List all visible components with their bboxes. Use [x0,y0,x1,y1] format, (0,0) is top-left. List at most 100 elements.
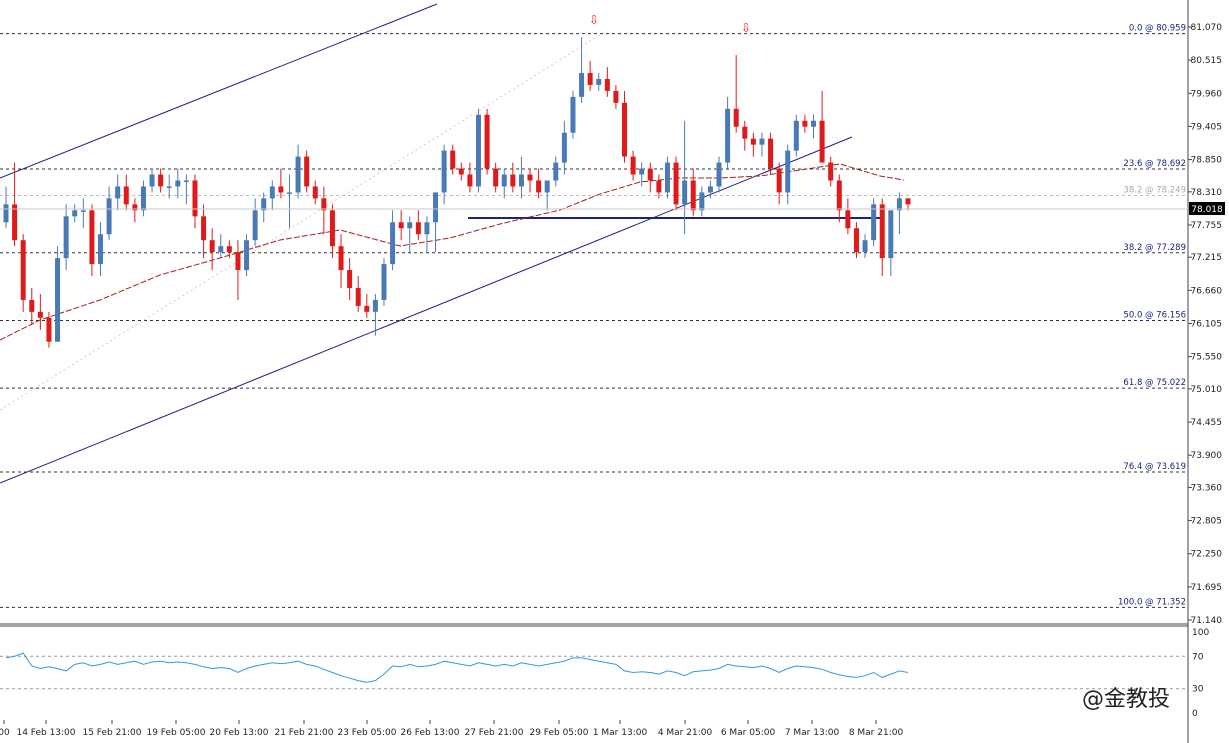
candle-body [768,138,774,169]
time-tick-label: 19 Feb 05:00 [146,728,205,738]
peak-arrow-icon: ⇩ [589,13,599,27]
candle-body [441,150,447,193]
candle-body [759,138,765,145]
candle-body [458,168,464,175]
candle-body [699,192,705,211]
time-tick-label: 21 Feb 21:00 [274,728,333,738]
fib-level-label: 100.0 @ 71.352 [1118,597,1186,607]
candle-body [192,180,198,217]
candle-body [682,180,688,205]
candle-body [673,162,679,205]
price-tick-label: 80.515 [1191,56,1223,66]
peak-markers: ⇩ ⇩ [589,13,751,35]
candle-body [55,258,61,342]
time-tick-label: 4 Mar 21:00 [658,728,713,738]
candle-body [776,168,782,193]
oscillator-level-label: 70 [1192,652,1204,662]
time-tick-label: 00 [0,728,10,738]
candle-body [364,305,370,312]
candle-body [407,222,413,229]
candle-body [639,168,645,175]
price-tick-label: 77.215 [1191,253,1223,263]
candle-body [561,132,567,163]
candle-body [836,180,842,211]
candle-body [312,186,318,199]
fib-level-label: 76.4 @ 73.619 [1123,462,1186,472]
candle-body [244,240,250,271]
candle-body [140,186,146,211]
fib-level-label: 23.6 @ 78.692 [1123,159,1186,169]
candle-body [845,210,851,229]
candle-body [29,299,35,312]
time-tick-label: 15 Feb 21:00 [82,728,141,738]
candle-body [450,150,456,169]
candle-body [304,156,310,187]
candle-body [158,174,164,187]
candle-body [132,204,138,211]
candle-body [828,162,834,181]
time-tick-label: 1 Mar 13:00 [593,728,648,738]
candle-body [742,126,748,139]
current-price-label: 78.018 [1191,205,1223,215]
candle-body [424,222,430,235]
current-price-tag: 78.018 [0,202,1225,215]
time-axis: 00 14 Feb 13:00 15 Feb 21:00 19 Feb 05:00 20… [0,720,903,738]
candle-body [871,204,877,241]
candle-body [295,156,301,193]
candle-body [218,246,224,253]
candle-body [390,222,396,265]
candle-body [811,120,817,127]
candle-body [398,222,404,229]
candle-body [896,198,902,211]
price-tick-label: 73.900 [1191,451,1223,461]
fib-level-label: 61.8 @ 75.022 [1123,378,1186,388]
watermark-text: @金教投 [1082,687,1170,712]
candle-body [269,186,275,199]
price-tick-label: 76.660 [1191,286,1223,296]
candle-body [372,299,378,312]
candle-body [37,311,43,318]
oscillator-line [5,652,909,683]
candle-body [286,192,292,194]
candle-body [879,204,885,259]
candle-body [596,78,602,85]
candle-body [793,120,799,151]
candle-body [785,150,791,193]
candle-body [501,174,507,187]
peak-arrow-icon: ⇩ [741,21,751,35]
candle-body [226,246,232,253]
price-tick-label: 75.550 [1191,353,1223,363]
candle-body [475,114,481,187]
candle-body [518,174,524,187]
candle-body [467,174,473,187]
candle-body [115,186,121,199]
price-tick-label: 72.805 [1191,517,1223,527]
candle-body [80,210,86,212]
price-tick-label: 72.250 [1191,550,1223,560]
time-tick-label: 23 Feb 05:00 [337,728,396,738]
candle-body [888,210,894,259]
candle-body [123,186,129,205]
candle-body [484,114,490,169]
trendlines [0,3,905,484]
candle-body [338,246,344,271]
fib-level-label: 38.2 @ 77.289 [1123,243,1186,253]
candle-body [209,240,215,253]
candle-body [252,210,258,241]
candle-body [862,240,868,253]
candle-body [853,228,859,253]
candle-body [579,72,585,97]
fib-level-label: 50.0 @ 76.156 [1123,310,1186,320]
candle-body [106,198,112,235]
candle-body [261,198,267,211]
candle-body [690,180,696,211]
price-tick-label: 71.140 [1191,616,1223,626]
price-tick-label: 78.850 [1191,156,1223,166]
oscillator-panel: 100 70 30 0 [0,628,1209,719]
candle-body [46,317,52,342]
price-tick-label: 73.360 [1191,483,1223,493]
fibonacci-levels: 0.0 @ 80.959 23.6 @ 78.692 38.2 @ 78.249 38… [0,24,1188,608]
candle-body [536,180,542,193]
candle-body [201,216,207,241]
